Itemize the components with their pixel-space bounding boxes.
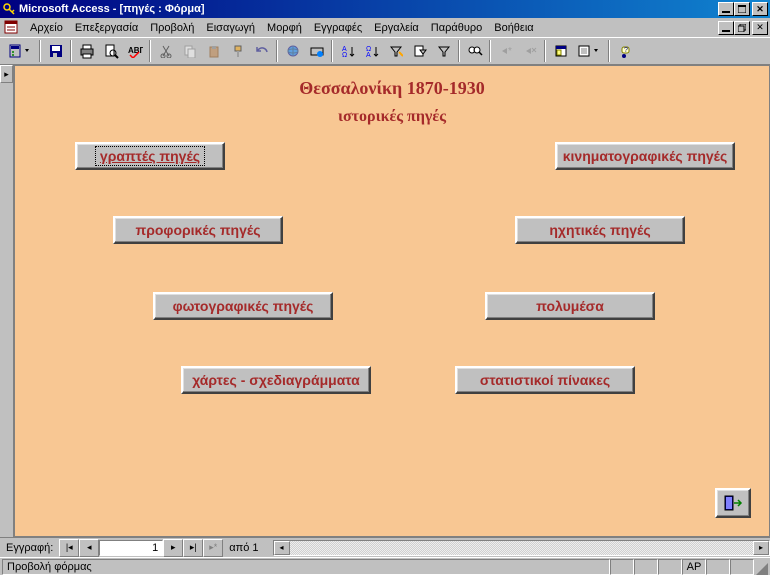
button-film-sources[interactable]: κινηματογραφικές πηγές bbox=[555, 142, 735, 170]
record-of-label: από 1 bbox=[223, 542, 264, 554]
horizontal-scrollbar[interactable]: ◂ ▸ bbox=[273, 540, 770, 556]
print-button[interactable] bbox=[75, 40, 98, 62]
exit-door-icon bbox=[723, 494, 743, 512]
app-titlebar: Microsoft Access - [πηγές : Φόρμα] ✕ bbox=[0, 0, 770, 18]
web-toolbar-button[interactable] bbox=[305, 40, 328, 62]
form-window: ▸ Θεσσαλονίκη 1870-1930 ιστορικές πηγές … bbox=[0, 65, 770, 557]
button-photo-sources[interactable]: φωτογραφικές πηγές bbox=[153, 292, 333, 320]
menu-bar: Αρχείο Επεξεργασία Προβολή Εισαγωγή Μορφ… bbox=[0, 18, 770, 37]
status-cell-5 bbox=[706, 559, 730, 575]
record-selector-column: ▸ bbox=[0, 65, 14, 537]
spellcheck-button[interactable]: ABΓ bbox=[123, 40, 146, 62]
svg-text:Ω: Ω bbox=[342, 52, 347, 58]
svg-text:ABΓ: ABΓ bbox=[128, 46, 143, 55]
exit-button[interactable] bbox=[715, 488, 751, 518]
record-selector[interactable]: ▸ bbox=[0, 65, 13, 83]
status-cell-1 bbox=[610, 559, 634, 575]
sort-desc-button[interactable]: ΩA bbox=[360, 40, 383, 62]
delete-record-button[interactable] bbox=[518, 40, 541, 62]
maximize-button[interactable] bbox=[734, 2, 750, 16]
status-text: Προβολή φόρμας bbox=[2, 559, 610, 575]
button-audio-sources[interactable]: ηχητικές πηγές bbox=[515, 216, 685, 244]
scroll-right-button[interactable]: ▸ bbox=[753, 541, 769, 555]
close-button[interactable]: ✕ bbox=[752, 2, 768, 16]
mdi-client-area: ▸ Θεσσαλονίκη 1870-1930 ιστορικές πηγές … bbox=[0, 65, 770, 557]
paste-button[interactable] bbox=[202, 40, 225, 62]
button-statistical-tables[interactable]: στατιστικοί πίνακες bbox=[455, 366, 635, 394]
menu-format[interactable]: Μορφή bbox=[261, 21, 308, 35]
status-bar: Προβολή φόρμας ΑΡ bbox=[0, 557, 770, 575]
menu-window[interactable]: Παράθυρο bbox=[425, 21, 488, 35]
undo-button[interactable] bbox=[250, 40, 273, 62]
apply-filter-button[interactable] bbox=[432, 40, 455, 62]
new-record-button[interactable]: * bbox=[494, 40, 517, 62]
nav-last-button[interactable]: ▸| bbox=[183, 539, 203, 557]
button-oral-sources[interactable]: προφορικές πηγές bbox=[113, 216, 283, 244]
filter-selection-button[interactable] bbox=[384, 40, 407, 62]
resize-grip[interactable] bbox=[754, 559, 768, 575]
mdi-minimize-button[interactable] bbox=[718, 21, 734, 35]
button-written-sources[interactable]: γραπτές πηγές bbox=[75, 142, 225, 170]
find-button[interactable] bbox=[463, 40, 486, 62]
sort-asc-button[interactable]: AΩ bbox=[336, 40, 359, 62]
nav-prev-button[interactable]: ◂ bbox=[79, 539, 99, 557]
nav-next-button[interactable]: ▸ bbox=[163, 539, 183, 557]
office-assistant-button[interactable]: ? bbox=[613, 40, 636, 62]
button-maps-diagrams[interactable]: χάρτες - σχεδιαγράμματα bbox=[181, 366, 371, 394]
mdi-close-button[interactable]: ✕ bbox=[752, 21, 768, 35]
status-cell-6 bbox=[730, 559, 754, 575]
button-multimedia[interactable]: πολυμέσα bbox=[485, 292, 655, 320]
print-preview-button[interactable] bbox=[99, 40, 122, 62]
status-cell-3 bbox=[658, 559, 682, 575]
record-label: Εγγραφή: bbox=[0, 542, 59, 554]
new-object-button[interactable] bbox=[573, 40, 605, 62]
menu-help[interactable]: Βοήθεια bbox=[488, 21, 539, 35]
save-button[interactable] bbox=[44, 40, 67, 62]
menu-insert[interactable]: Εισαγωγή bbox=[200, 21, 261, 35]
svg-text:*: * bbox=[508, 46, 512, 57]
access-key-icon bbox=[2, 2, 16, 16]
record-navigation-bar: Εγγραφή: |◂ ◂ ▸ ▸| ▸* από 1 ◂ ▸ bbox=[0, 537, 770, 557]
scroll-left-button[interactable]: ◂ bbox=[274, 541, 290, 555]
window-title: Microsoft Access - [πηγές : Φόρμα] bbox=[19, 3, 718, 15]
menu-view[interactable]: Προβολή bbox=[144, 21, 200, 35]
minimize-button[interactable] bbox=[718, 2, 734, 16]
form-title: Θεσσαλονίκη 1870-1930 bbox=[15, 78, 769, 99]
form-icon bbox=[4, 20, 20, 36]
cut-button[interactable] bbox=[154, 40, 177, 62]
record-number-input[interactable] bbox=[99, 540, 163, 556]
form-subtitle: ιστορικές πηγές bbox=[15, 108, 769, 126]
menu-edit[interactable]: Επεξεργασία bbox=[69, 21, 144, 35]
status-cell-2 bbox=[634, 559, 658, 575]
form-canvas: Θεσσαλονίκη 1870-1930 ιστορικές πηγές γρ… bbox=[14, 65, 770, 537]
menu-file[interactable]: Αρχείο bbox=[24, 21, 69, 35]
view-dropdown-button[interactable] bbox=[4, 40, 36, 62]
filter-form-button[interactable] bbox=[408, 40, 431, 62]
toolbar: ABΓ AΩ ΩA * ? bbox=[0, 37, 770, 65]
nav-new-button[interactable]: ▸* bbox=[203, 539, 223, 557]
nav-first-button[interactable]: |◂ bbox=[59, 539, 79, 557]
hyperlink-button[interactable] bbox=[281, 40, 304, 62]
svg-text:A: A bbox=[366, 52, 371, 58]
copy-button[interactable] bbox=[178, 40, 201, 62]
svg-text:?: ? bbox=[624, 47, 628, 54]
menu-records[interactable]: Εγγραφές bbox=[308, 21, 368, 35]
menu-tools[interactable]: Εργαλεία bbox=[368, 21, 425, 35]
database-window-button[interactable] bbox=[549, 40, 572, 62]
status-indicator: ΑΡ bbox=[682, 559, 706, 575]
format-painter-button[interactable] bbox=[226, 40, 249, 62]
mdi-restore-button[interactable] bbox=[734, 21, 750, 35]
